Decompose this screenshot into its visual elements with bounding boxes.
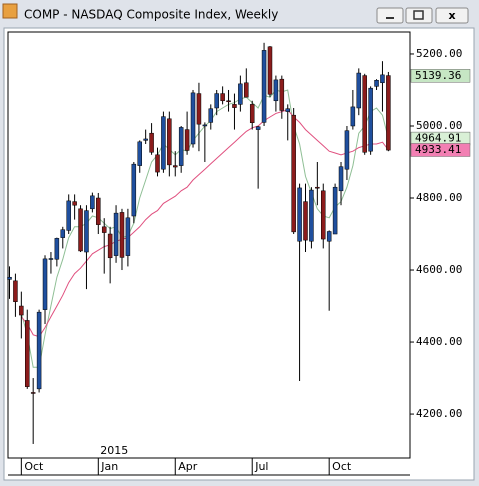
- candle-body: [161, 116, 166, 170]
- candle-body: [214, 93, 219, 109]
- candle-body: [19, 305, 24, 316]
- x-tick-label: Oct: [24, 460, 44, 473]
- x-tick-label: Apr: [178, 460, 198, 473]
- candle-body: [167, 118, 172, 166]
- window-buttons[interactable]: x: [376, 7, 469, 24]
- price-label: 4964.91: [415, 132, 461, 145]
- candle-body: [78, 208, 83, 252]
- candle-body: [184, 129, 190, 151]
- price-label-box: [410, 69, 471, 83]
- candle-body: [60, 229, 66, 238]
- candle-body: [386, 75, 391, 151]
- candle-body: [315, 186, 320, 189]
- candle-body: [326, 231, 332, 242]
- candle-body: [368, 87, 373, 152]
- candle-body: [261, 50, 267, 123]
- candle-body: [72, 201, 77, 206]
- x-tick-label: Oct: [332, 460, 352, 473]
- candle-body: [303, 201, 308, 241]
- candle-body: [208, 108, 214, 123]
- candle-body: [267, 46, 273, 95]
- y-tick-label: 4200.00: [416, 407, 462, 420]
- candle-body: [84, 210, 89, 253]
- candle-body: [297, 187, 302, 242]
- x-tick-label: Jan: [100, 460, 118, 473]
- year-label: 2015: [100, 444, 128, 457]
- candle-body: [220, 93, 225, 102]
- candle-body: [350, 106, 356, 127]
- candle-body: [125, 217, 131, 256]
- y-tick-label: 4800.00: [416, 191, 462, 204]
- candle-body: [155, 154, 160, 173]
- candle-body: [113, 212, 119, 256]
- candle-body: [356, 72, 362, 109]
- app-icon: [2, 3, 18, 19]
- y-tick-label: 4400.00: [416, 335, 462, 348]
- candle-body: [285, 108, 290, 112]
- candle-body: [66, 200, 71, 231]
- candle-body: [232, 104, 237, 108]
- candle-body: [143, 138, 148, 141]
- x-tick-label: Jul: [254, 460, 268, 473]
- candle-body: [173, 165, 178, 168]
- minimize-button[interactable]: [376, 7, 404, 24]
- candle-body: [291, 114, 296, 233]
- candle-body: [13, 280, 18, 302]
- candle-body: [374, 80, 379, 87]
- candle-body: [42, 258, 48, 310]
- candle-body: [7, 276, 12, 280]
- candle-body: [119, 212, 125, 258]
- candle-body: [48, 258, 54, 260]
- candle-body: [137, 141, 142, 166]
- candle-body: [332, 186, 338, 235]
- plot-area: [7, 31, 411, 459]
- y-tick-label: 4600.00: [416, 263, 462, 276]
- candle-body: [149, 132, 154, 153]
- candle-body: [255, 126, 261, 130]
- candle-body: [178, 127, 184, 166]
- close-button[interactable]: [435, 7, 469, 24]
- candle-body: [131, 163, 137, 217]
- price-label-box: [410, 143, 471, 157]
- candle-body: [96, 197, 101, 225]
- candle-body: [344, 130, 350, 170]
- close-icon: x: [448, 9, 455, 22]
- candle-body: [279, 78, 285, 111]
- candle-body: [196, 93, 202, 125]
- candle-body: [238, 83, 243, 105]
- candle-body: [321, 190, 326, 240]
- maximize-button[interactable]: [405, 7, 433, 24]
- candle-body: [30, 392, 36, 394]
- chart-layer: 4200.00 4400.00 4600.00 4800.00 5000.00 5200.…: [7, 42, 471, 475]
- y-tick-label: 5000.00: [416, 119, 462, 132]
- candle-body: [190, 92, 196, 145]
- y-tick-label: 5200.00: [416, 47, 462, 60]
- price-label: 5139.36: [415, 69, 461, 82]
- candle-body: [362, 75, 367, 153]
- candle-body: [380, 74, 385, 84]
- window-title: COMP - NASDAQ Composite Index, Weekly: [24, 8, 278, 22]
- price-label: 4933.41: [415, 143, 461, 156]
- candle-body: [90, 195, 95, 210]
- candle-body: [107, 233, 113, 259]
- candle-body: [54, 238, 60, 260]
- candle-body: [249, 104, 255, 123]
- candle-body: [101, 226, 107, 233]
- candle-body: [36, 311, 42, 390]
- candle-body: [226, 100, 231, 103]
- candle-body: [273, 79, 279, 102]
- candle-body: [244, 82, 249, 98]
- candle-body: [309, 189, 314, 242]
- candle-body: [338, 166, 344, 192]
- maximize-icon: [413, 10, 424, 20]
- candle-body: [202, 124, 208, 127]
- moving-average-line: [20, 109, 389, 338]
- candle-body: [25, 320, 30, 387]
